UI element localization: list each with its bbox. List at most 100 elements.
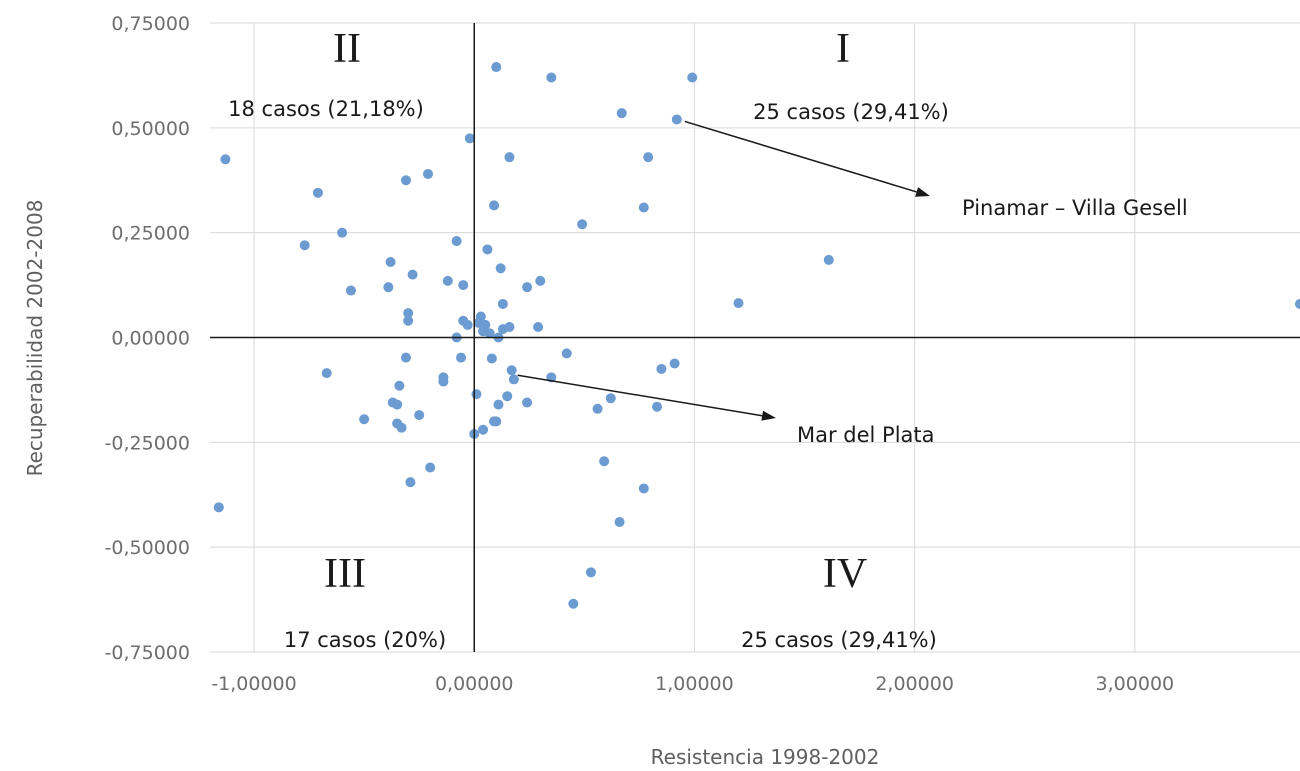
data-point: [605, 393, 616, 404]
data-point: [497, 324, 508, 335]
data-point: [577, 219, 588, 230]
quadrant-count-ii: 18 casos (21,18%): [228, 97, 424, 121]
data-points: [213, 62, 1300, 609]
data-point: [385, 257, 396, 268]
x-tick-label: 3,00000: [1096, 673, 1175, 695]
data-point: [491, 416, 502, 427]
data-point: [423, 168, 433, 179]
data-point: [614, 517, 625, 528]
data-point: [652, 401, 663, 412]
data-point: [478, 424, 489, 435]
data-point: [400, 352, 411, 363]
data-point: [464, 133, 475, 144]
y-tick-label: -0,25000: [105, 432, 190, 454]
data-point: [638, 483, 649, 494]
data-point: [396, 422, 407, 433]
data-point: [400, 175, 411, 186]
data-point: [359, 414, 370, 425]
data-point: [299, 240, 310, 251]
data-point: [533, 322, 544, 333]
data-point: [522, 397, 533, 408]
mar-del-plata-arrow: [517, 374, 763, 417]
quadrant-numeral-iii: III: [324, 551, 366, 597]
data-point: [484, 328, 495, 339]
data-point: [616, 108, 627, 119]
data-point: [585, 567, 596, 578]
data-point: [220, 154, 231, 165]
data-point: [312, 187, 323, 198]
data-point: [405, 477, 416, 488]
data-point: [561, 348, 572, 359]
y-tick-label: -0,50000: [105, 537, 190, 559]
x-tick-label: 2,00000: [875, 673, 954, 695]
data-point: [599, 456, 610, 467]
data-point: [403, 315, 414, 326]
data-point: [823, 254, 834, 265]
data-point: [337, 227, 348, 238]
data-point: [508, 374, 519, 385]
data-point: [495, 263, 506, 274]
data-point: [451, 236, 462, 247]
data-point: [687, 72, 698, 83]
data-point: [733, 298, 744, 309]
quadrant-numeral-ii: II: [333, 26, 361, 72]
data-point: [535, 275, 546, 286]
data-point: [1295, 298, 1300, 309]
data-point: [568, 598, 579, 609]
data-point: [383, 282, 394, 293]
data-point: [546, 72, 557, 83]
x-tick-label: 1,00000: [655, 673, 734, 695]
y-tick-label: 0,75000: [111, 13, 190, 35]
data-point: [643, 152, 654, 163]
data-point: [491, 62, 502, 73]
data-point: [442, 275, 453, 286]
data-point: [506, 365, 517, 376]
data-point: [482, 244, 493, 255]
x-tick-label: 0,00000: [435, 673, 514, 695]
y-tick-label: 0,00000: [111, 328, 190, 350]
data-point: [403, 308, 414, 319]
quadrant-numeral-iv: IV: [823, 551, 867, 597]
data-point: [425, 462, 436, 473]
data-point: [321, 368, 332, 379]
quadrant-count-iii: 17 casos (20%): [284, 628, 446, 652]
data-point: [438, 376, 449, 387]
annotation-pinamar: Pinamar – Villa Gesell: [962, 196, 1188, 220]
quadrant-numeral-i: I: [836, 26, 850, 72]
y-tick-label: 0,25000: [111, 223, 190, 245]
data-point: [458, 280, 469, 291]
data-point: [471, 389, 482, 400]
data-point: [656, 363, 667, 374]
quadrant-count-iv: 25 casos (29,41%): [741, 628, 937, 652]
y-tick-label: -0,75000: [105, 642, 190, 664]
data-point: [522, 282, 533, 293]
data-point: [504, 152, 515, 163]
quadrant-count-i: 25 casos (29,41%): [753, 100, 949, 124]
mar-del-plata-arrowhead: [761, 410, 776, 421]
data-point: [497, 298, 508, 309]
data-point: [592, 403, 603, 414]
data-point: [394, 380, 405, 391]
data-point: [456, 352, 467, 363]
x-axis-label: Resistencia 1998-2002: [651, 745, 880, 769]
y-tick-label: 0,50000: [111, 118, 190, 140]
annotation-mar-del-plata: Mar del Plata: [797, 423, 935, 447]
data-point: [638, 202, 649, 213]
y-axis-label: Recuperabilidad 2002-2008: [23, 200, 47, 477]
data-point: [414, 410, 425, 421]
data-point: [462, 319, 473, 330]
pinamar-arrow: [684, 120, 917, 193]
data-point: [493, 399, 504, 410]
data-point: [345, 285, 356, 296]
data-point: [213, 502, 224, 513]
data-point: [486, 353, 497, 364]
data-point: [407, 269, 418, 280]
data-point: [489, 200, 500, 211]
data-point: [392, 399, 403, 410]
x-tick-label: -1,00000: [211, 673, 296, 695]
pinamar-arrowhead: [915, 187, 930, 197]
data-point: [671, 114, 682, 125]
tick-labels: 0,75000 0,50000 0,25000 0,00000 -0,25000 -0,5…: [105, 13, 1175, 695]
data-point: [502, 391, 513, 402]
